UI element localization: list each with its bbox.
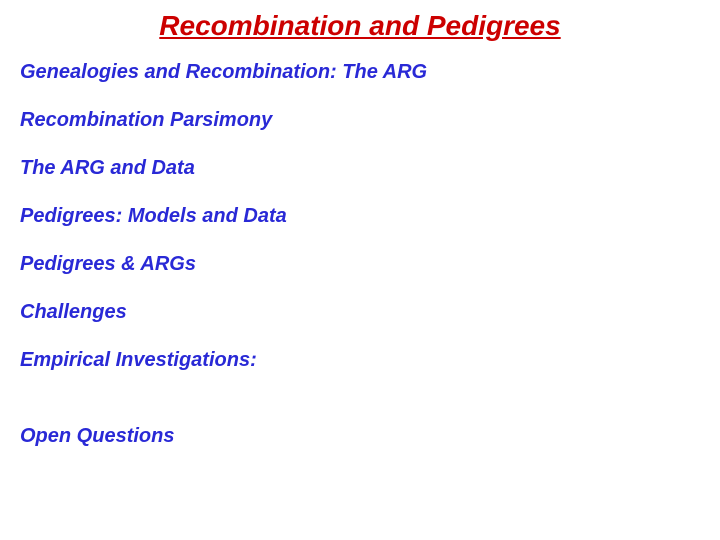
slide-container: Recombination and Pedigrees Genealogies … (0, 0, 720, 540)
topic-item: Genealogies and Recombination: The ARG (20, 60, 700, 84)
topic-item: Recombination Parsimony (20, 108, 700, 132)
topic-item: Pedigrees & ARGs (20, 252, 700, 276)
topic-item: Empirical Investigations: (20, 348, 700, 372)
slide-title: Recombination and Pedigrees (20, 10, 700, 42)
topic-item: Pedigrees: Models and Data (20, 204, 700, 228)
topic-item: The ARG and Data (20, 156, 700, 180)
topic-item: Open Questions (20, 424, 700, 448)
topic-item: Challenges (20, 300, 700, 324)
